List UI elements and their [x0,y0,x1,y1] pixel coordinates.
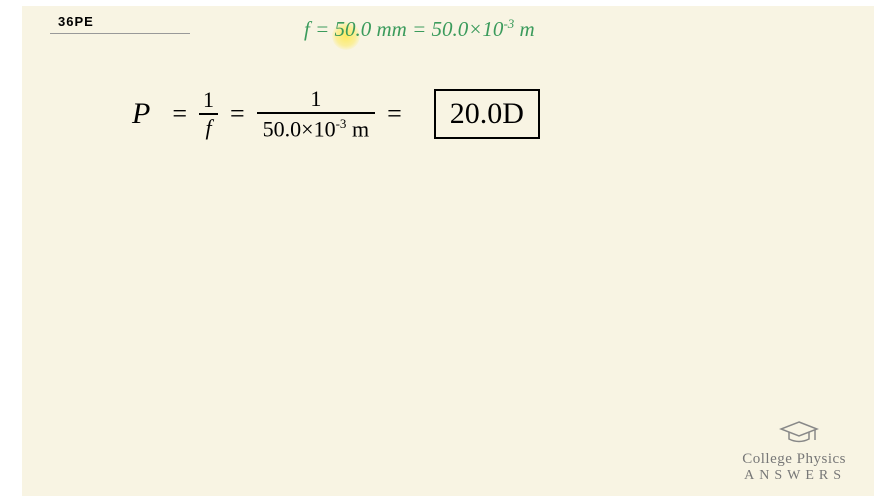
graduation-cap-icon [779,420,819,446]
logo-text: College Physics ANSWERS [742,451,846,484]
whiteboard-area: 36PE f = 50.0 mm = 50.0×10-3 m P = 1 f =… [22,6,874,496]
given-text-prefix: f = 50.0 mm = 50.0×10 [304,17,503,41]
denominator-numeric: 50.0×10-3 m [257,112,375,140]
den-prefix: 50.0×10 [263,116,336,141]
given-exponent: -3 [503,16,514,31]
label-underline [50,33,190,34]
den-exponent: -3 [336,116,347,131]
den-suffix: m [346,116,369,141]
equals-sign-1: = [172,99,187,129]
equals-sign-3: = [387,99,402,129]
fraction-1-over-f: 1 f [199,89,218,139]
numerator-1: 1 [199,89,218,113]
denominator-f: f [199,113,217,139]
given-equation: f = 50.0 mm = 50.0×10-3 m [304,16,535,42]
logo-line-2: ANSWERS [742,468,846,484]
variable-p: P [132,97,150,131]
numerator-2: 1 [306,88,325,112]
given-text-suffix: m [514,17,534,41]
problem-label: 36PE [58,14,94,29]
fraction-numeric: 1 50.0×10-3 m [257,88,375,140]
main-equation: P = 1 f = 1 50.0×10-3 m = 20.0D [132,88,540,140]
logo-line-1: College Physics [742,451,846,468]
equals-sign-2: = [230,99,245,129]
boxed-answer: 20.0D [434,89,540,139]
